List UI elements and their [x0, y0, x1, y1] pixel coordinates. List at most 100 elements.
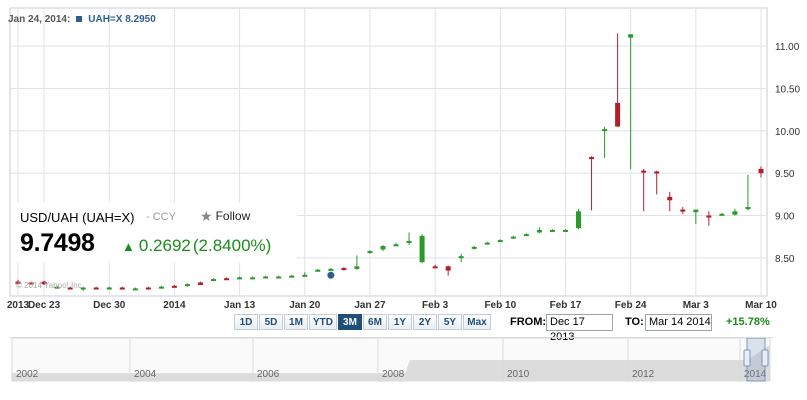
- hover-date: Jan 24, 2014:: [8, 13, 71, 25]
- candle-body: [328, 268, 334, 271]
- candle-body: [445, 266, 451, 271]
- candle-body: [354, 266, 360, 269]
- candle-body: [484, 242, 490, 245]
- navigator-year-label: 2008: [382, 369, 405, 380]
- candle-body: [276, 276, 282, 279]
- y-tick-label: 9.00: [775, 212, 795, 223]
- hover-readout: Jan 24, 2014: UAH=X 8.2950: [8, 11, 156, 27]
- navigator-strip[interactable]: [10, 337, 773, 381]
- x-tick-label: Mar 3: [683, 300, 710, 311]
- navigator-year-label: 2002: [16, 369, 39, 380]
- range-selector: 1D 5D 1M YTD 3M 6M 1Y 2Y 5Y Max: [234, 314, 492, 330]
- navigator-year-label: 2006: [257, 369, 280, 380]
- navigator-area: [12, 344, 770, 381]
- candle-body: [615, 102, 621, 127]
- change-value: 0.2692: [138, 236, 191, 255]
- candle-body: [523, 234, 529, 237]
- range-button-6m[interactable]: 6M: [363, 314, 387, 330]
- candle-body: [471, 246, 477, 249]
- candle-body: [406, 240, 412, 243]
- candle-body: [432, 266, 438, 269]
- candle-body: [719, 213, 725, 216]
- candle-body: [302, 274, 308, 277]
- range-button-5d[interactable]: 5D: [259, 314, 283, 330]
- candle-body: [641, 170, 647, 173]
- candle-body: [549, 229, 555, 232]
- candles: [15, 33, 764, 291]
- candle-body: [745, 207, 751, 210]
- range-button-1y[interactable]: 1Y: [388, 314, 412, 330]
- x-tick-label: Jan 13: [224, 300, 256, 311]
- candle-body: [145, 287, 151, 290]
- to-label: TO:: [625, 316, 644, 328]
- x-tick-label: 2013: [7, 300, 30, 311]
- candle-body: [393, 244, 399, 247]
- candle-body: [119, 287, 125, 290]
- candle-body: [732, 211, 738, 215]
- range-button-2y[interactable]: 2Y: [413, 314, 437, 330]
- navigator-handle-right[interactable]: [761, 349, 769, 367]
- candle-body: [106, 287, 112, 290]
- y-tick-label: 11.00: [775, 42, 800, 53]
- candle-body: [367, 251, 373, 254]
- navigator-handle-left[interactable]: [743, 349, 751, 367]
- candle-body: [536, 229, 542, 233]
- x-tick-label: Mar 10: [745, 300, 777, 311]
- candle-body: [250, 277, 256, 280]
- x-tick-label: Feb 3: [422, 300, 449, 311]
- to-date-input[interactable]: Mar 14 2014: [645, 314, 712, 331]
- candle-body: [706, 215, 712, 218]
- y-axis: 8.50 9.00 9.50 10.00 10.50 11.00: [775, 42, 800, 265]
- candle-body: [80, 287, 86, 290]
- y-tick-label: 9.50: [775, 169, 795, 180]
- range-button-ytd[interactable]: YTD: [309, 314, 337, 330]
- candle-body: [197, 282, 203, 285]
- candle-body: [680, 209, 686, 212]
- candle-body: [419, 235, 425, 263]
- range-button-1m[interactable]: 1M: [284, 314, 308, 330]
- follow-label: Follow: [215, 209, 251, 223]
- x-tick-label: Dec 23: [28, 300, 61, 311]
- candle-body: [263, 276, 269, 279]
- candle-body: [458, 256, 464, 259]
- y-tick-label: 10.00: [775, 127, 800, 138]
- candle-body: [224, 278, 230, 281]
- hover-point-marker: [327, 271, 335, 279]
- candle-body: [562, 229, 568, 232]
- candle-body: [315, 269, 321, 272]
- candle-body: [576, 211, 582, 229]
- quote-panel: USD/UAH (UAH=X) - CCY ★ Follow 9.7498 ▲ …: [11, 203, 297, 263]
- candle-body: [341, 268, 347, 271]
- navigator-year-label: 2004: [134, 369, 157, 380]
- candle-body: [497, 240, 503, 243]
- candle-body: [67, 287, 73, 290]
- candle-body: [589, 157, 595, 160]
- candle-body: [380, 246, 386, 250]
- x-tick-label: Feb 24: [615, 300, 647, 311]
- series-marker-icon: [76, 16, 83, 22]
- quote-exchange: - CCY: [146, 211, 176, 223]
- range-button-3m[interactable]: 3M: [338, 314, 362, 330]
- change-percent: (2.8400%): [192, 236, 272, 255]
- range-button-5y[interactable]: 5Y: [438, 314, 462, 330]
- range-button-max[interactable]: Max: [463, 314, 491, 330]
- candle-body: [289, 275, 295, 278]
- follow-button[interactable]: ★ Follow: [200, 209, 250, 223]
- range-button-1d[interactable]: 1D: [234, 314, 258, 330]
- candle-body: [237, 277, 243, 280]
- candle-body: [211, 279, 217, 282]
- candle-body: [667, 196, 673, 201]
- candle-body: [184, 284, 190, 287]
- y-tick-label: 10.50: [775, 84, 800, 95]
- candle-body: [93, 287, 99, 290]
- copyright: © 2014 Yahoo! Inc.: [16, 281, 84, 290]
- quote-price: 9.7498: [20, 229, 95, 257]
- navigator-year-label: 2014: [744, 369, 767, 380]
- from-date-input[interactable]: Dec 17 2013: [546, 314, 613, 343]
- x-tick-label: Feb 17: [550, 300, 582, 311]
- x-tick-label: 2014: [163, 300, 186, 311]
- candle-body: [15, 281, 21, 285]
- navigator-chart: 2002 2004 2006 2008 2010 2012 2014: [11, 337, 771, 382]
- x-tick-label: Jan 27: [354, 300, 386, 311]
